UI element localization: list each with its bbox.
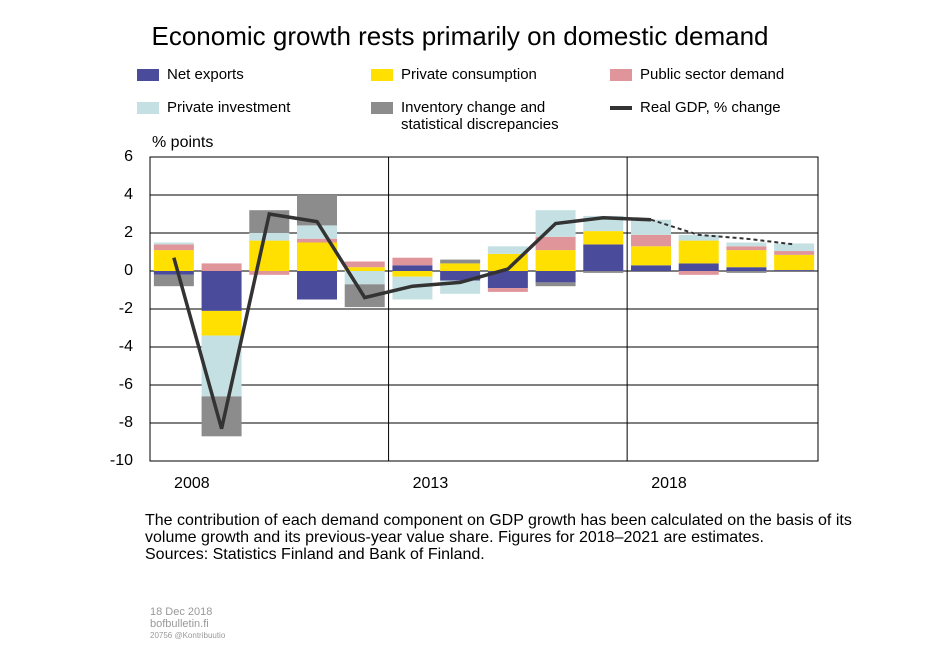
bar-segment xyxy=(297,225,337,239)
bar-segment xyxy=(535,236,576,251)
bar-segment xyxy=(487,288,528,292)
bar-segment xyxy=(153,271,194,275)
bar-segment xyxy=(726,242,767,247)
legend-entry: Net exports xyxy=(137,66,244,83)
plot-frame xyxy=(149,156,819,462)
bar-segment xyxy=(774,243,815,252)
legend-swatch xyxy=(137,102,159,114)
bar-segment xyxy=(774,254,815,271)
bar-segment xyxy=(774,270,815,271)
footer: 18 Dec 2018 bofbulletin.fi 20756 @Kontri… xyxy=(150,606,225,642)
bar-segment xyxy=(440,271,481,281)
gdp-line xyxy=(172,212,652,430)
y-tick-label: -6 xyxy=(119,376,133,393)
bar-segment xyxy=(583,231,624,245)
y-tick-label: -4 xyxy=(119,338,133,355)
bar-segment xyxy=(201,263,242,271)
y-tick-label: -10 xyxy=(110,452,133,469)
y-tick-label: 6 xyxy=(124,148,133,165)
bar-segment xyxy=(631,246,671,266)
y-tick-label: 4 xyxy=(124,186,133,203)
bar-segment xyxy=(583,271,624,273)
footer-id: 20756 @Kontribuutio xyxy=(150,631,226,640)
legend-entry: Real GDP, % change xyxy=(610,99,781,116)
legend-swatch xyxy=(371,69,393,81)
bar-segment xyxy=(201,310,242,336)
bar-segment xyxy=(392,257,433,266)
legend-entry: Private investment xyxy=(137,99,291,116)
legend-label: Private investment xyxy=(167,99,291,116)
chart-title: Economic growth rests primarily on domes… xyxy=(151,21,768,51)
bar-segment xyxy=(392,265,433,271)
footer-date: 18 Dec 2018 xyxy=(150,606,213,618)
bar-segment xyxy=(678,271,719,275)
y-tick-label: -8 xyxy=(119,414,133,431)
bar-segment xyxy=(440,259,481,264)
y-tick-label: -2 xyxy=(119,300,133,317)
bar-segment xyxy=(249,271,290,275)
gdp-line-estimate xyxy=(650,218,795,246)
x-tick-label: 2018 xyxy=(651,475,687,492)
y-axis-label: % points xyxy=(152,134,213,151)
bar-segment xyxy=(487,271,528,289)
bar-segment xyxy=(583,244,624,271)
legend-swatch xyxy=(137,69,159,81)
bar-segment xyxy=(535,282,576,287)
legend-swatch xyxy=(371,102,393,114)
bar-segment xyxy=(631,265,671,271)
legend-label: Public sector demand xyxy=(640,66,785,83)
legend-swatch xyxy=(610,69,632,81)
legend-entry: Inventory change and statistical discrep… xyxy=(371,99,559,133)
bar-segment xyxy=(297,271,337,300)
sources: Sources: Statistics Finland and Bank of … xyxy=(145,546,485,563)
note: The contribution of each demand componen… xyxy=(145,512,905,563)
legend-label: Net exports xyxy=(167,66,244,83)
bar-segment xyxy=(249,233,290,241)
bar-segment xyxy=(249,240,290,271)
bar-segment xyxy=(201,271,242,311)
bar-segment xyxy=(774,251,815,255)
y-tick-label: 0 xyxy=(124,262,133,279)
footer-site: bofbulletin.fi xyxy=(150,618,209,630)
bar-segment xyxy=(153,274,194,287)
bar-segment xyxy=(726,246,767,251)
bar-segment xyxy=(344,261,385,268)
legend-label: Inventory change and statistical discrep… xyxy=(401,99,559,133)
legend-entry: Private consumption xyxy=(371,66,537,83)
legend-label: Real GDP, % change xyxy=(640,99,781,116)
bar-segment xyxy=(201,396,242,437)
bar-segment xyxy=(726,271,767,273)
bar-segment xyxy=(631,234,671,247)
bar-segment xyxy=(631,219,671,235)
bar-segment xyxy=(440,263,481,271)
bar-segment xyxy=(726,267,767,271)
legend-label: Private consumption xyxy=(401,66,537,83)
bar-segment xyxy=(678,263,719,271)
legend-swatch xyxy=(610,106,632,110)
bar-segment xyxy=(153,244,194,251)
bar-segment xyxy=(535,250,576,271)
legend-entry: Public sector demand xyxy=(610,66,785,83)
x-tick-label: 2008 xyxy=(174,475,210,492)
bar-segment xyxy=(487,246,528,254)
x-tick-label: 2013 xyxy=(413,475,449,492)
note-text: The contribution of each demand componen… xyxy=(145,512,852,546)
bar-segment xyxy=(392,271,433,277)
bar-segment xyxy=(344,267,385,271)
bar-segment xyxy=(153,242,194,245)
bar-segment xyxy=(392,276,433,300)
bar-segment xyxy=(297,242,337,271)
y-tick-label: 2 xyxy=(124,224,133,241)
bar-segment xyxy=(726,250,767,268)
bar-segment xyxy=(678,234,719,241)
bar-segment xyxy=(678,240,719,264)
bar-segment xyxy=(535,271,576,283)
bar-segment xyxy=(297,238,337,243)
